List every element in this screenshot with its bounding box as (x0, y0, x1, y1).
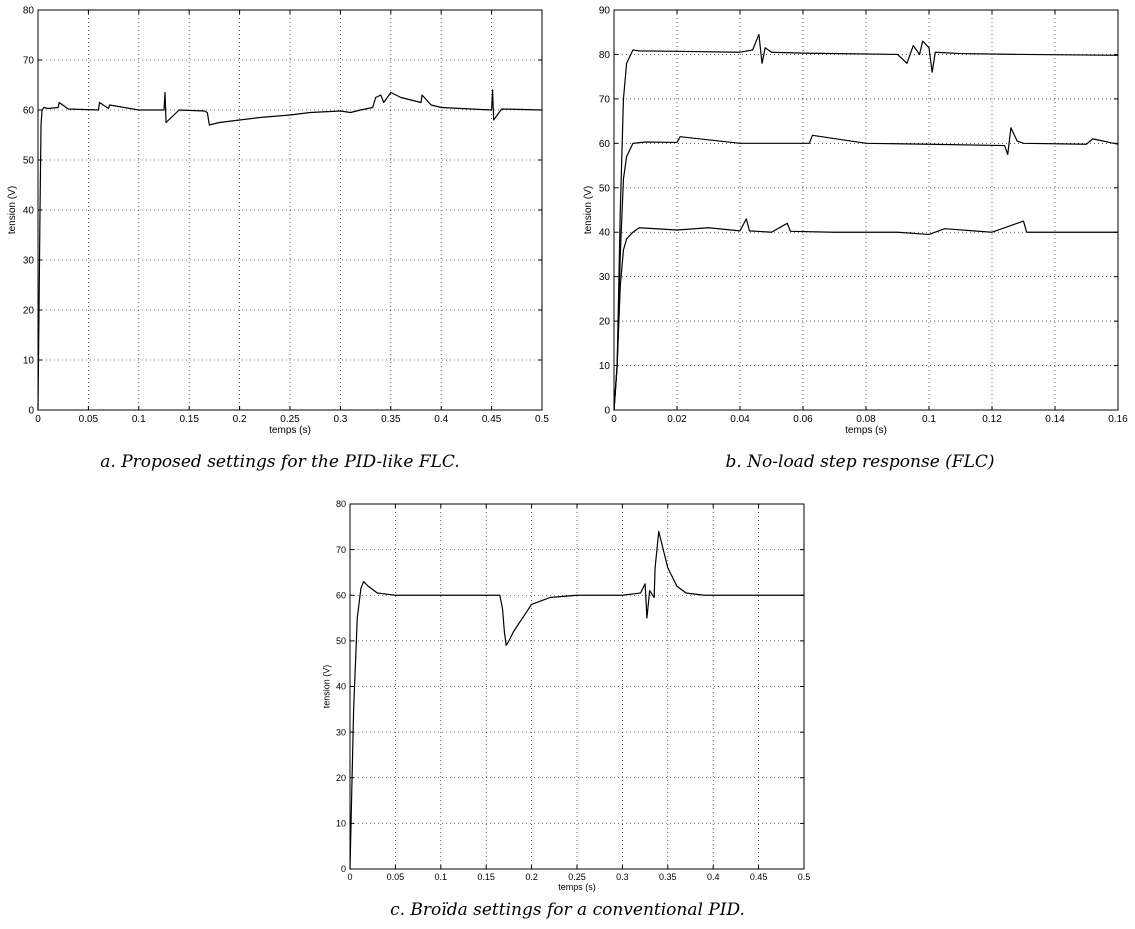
x-tick-label: 0.35 (659, 872, 677, 882)
x-tick-label: 0.14 (1045, 414, 1065, 425)
y-tick-label: 70 (23, 56, 35, 67)
series-line-1 (613, 33, 1119, 411)
y-tick-label: 40 (23, 206, 35, 217)
x-tick-label: 0.1 (132, 414, 146, 425)
chart-c-svg: 0 0.05 0.1 0.15 0.2 0.25 0.3 0.35 0.4 0.45 0.5 0 10 2… (321, 499, 811, 892)
y-tick-label: 10 (599, 361, 611, 372)
x-tick-label: 0.1 (922, 414, 936, 425)
y-tick-label: 60 (23, 106, 35, 117)
x-tick-label: 0.08 (856, 414, 876, 425)
x-tick-label: 0 (35, 414, 41, 425)
x-tick-label: 0.3 (616, 872, 629, 882)
x-tick-label: 0 (611, 414, 617, 425)
series-line-3 (613, 218, 1118, 411)
y-tick-label: 60 (599, 139, 611, 150)
x-tick-label: 0.1 (435, 872, 448, 882)
y-tick-label: 0 (604, 406, 610, 417)
x-tick-label: 0.5 (535, 414, 549, 425)
y-tick-label: 0 (28, 406, 34, 417)
y-tick-label: 80 (599, 50, 611, 61)
x-axis-label: temps (s) (269, 425, 311, 436)
x-tick-label: 0.45 (750, 872, 768, 882)
y-tick-label: 50 (23, 156, 35, 167)
chart-panel-c: 0 0.05 0.1 0.15 0.2 0.25 0.3 0.35 0.4 0.45 0.5 0 10 2… (310, 480, 820, 900)
x-tick-label: 0.05 (387, 872, 405, 882)
y-tick-label: 30 (599, 272, 611, 283)
y-tick-label: 70 (599, 94, 611, 105)
x-tick-label: 0.2 (233, 414, 247, 425)
y-tick-label: 80 (23, 6, 35, 17)
y-tick-label: 10 (23, 356, 35, 367)
chart-a-svg: 0 0.05 0.1 0.15 0.2 0.25 0.3 0.35 0.4 0.45 0.5 0 10 2… (7, 6, 549, 437)
y-tick-label: 50 (599, 183, 611, 194)
x-tick-label: 0.06 (793, 414, 813, 425)
y-tick-label: 20 (599, 317, 611, 328)
x-tick-label: 0.25 (568, 872, 586, 882)
y-axis-label: tension (V) (7, 186, 18, 234)
x-axis-label: temps (s) (845, 425, 887, 436)
x-tick-label: 0.02 (667, 414, 687, 425)
x-tick-label: 0 (347, 872, 352, 882)
caption-a: a. Proposed settings for the PID-like FL… (100, 452, 460, 472)
y-tick-label: 30 (336, 727, 346, 737)
x-axis-label: temps (s) (558, 882, 596, 892)
y-tick-label: 20 (23, 306, 35, 317)
y-tick-label: 70 (336, 545, 346, 555)
y-tick-label: 40 (336, 682, 346, 692)
y-tick-label: 80 (336, 499, 346, 509)
y-axis-label: tension (V) (321, 665, 331, 709)
series-line-2 (613, 127, 1119, 411)
caption-b: b. No-load step response (FLC) (725, 452, 995, 472)
x-tick-label: 0.45 (482, 414, 502, 425)
x-tick-label: 0.4 (707, 872, 720, 882)
y-tick-label: 20 (336, 773, 346, 783)
caption-c: c. Broïda settings for a conventional PI… (390, 900, 745, 920)
x-tick-label: 0.4 (434, 414, 448, 425)
x-tick-label: 0.35 (381, 414, 401, 425)
y-tick-label: 0 (341, 864, 346, 874)
x-tick-label: 0.16 (1108, 414, 1128, 425)
y-tick-label: 60 (336, 590, 346, 600)
x-tick-label: 0.05 (79, 414, 99, 425)
y-tick-label: 40 (599, 228, 611, 239)
x-tick-label: 0.25 (280, 414, 300, 425)
x-tick-label: 0.04 (730, 414, 750, 425)
chart-b-svg: 0 0.02 0.04 0.06 0.08 0.1 0.12 0.14 0.16 0 10 20 30 4… (583, 6, 1128, 437)
chart-panel-b: 0 0.02 0.04 0.06 0.08 0.1 0.12 0.14 0.16 0 10 20 30 4… (575, 0, 1135, 450)
y-tick-label: 90 (599, 6, 611, 17)
series-line-1 (37, 89, 543, 411)
x-tick-label: 0.12 (982, 414, 1002, 425)
x-tick-label: 0.3 (333, 414, 347, 425)
x-tick-label: 0.2 (525, 872, 538, 882)
series-line-1 (349, 530, 804, 870)
y-tick-label: 30 (23, 256, 35, 267)
y-tick-label: 10 (336, 819, 346, 829)
y-tick-label: 50 (336, 636, 346, 646)
x-tick-label: 0.15 (179, 414, 199, 425)
chart-panel-a: 0 0.05 0.1 0.15 0.2 0.25 0.3 0.35 0.4 0.45 0.5 0 10 2… (0, 0, 560, 450)
x-tick-label: 0.15 (477, 872, 495, 882)
x-tick-label: 0.5 (798, 872, 811, 882)
y-axis-label: tension (V) (583, 186, 594, 234)
